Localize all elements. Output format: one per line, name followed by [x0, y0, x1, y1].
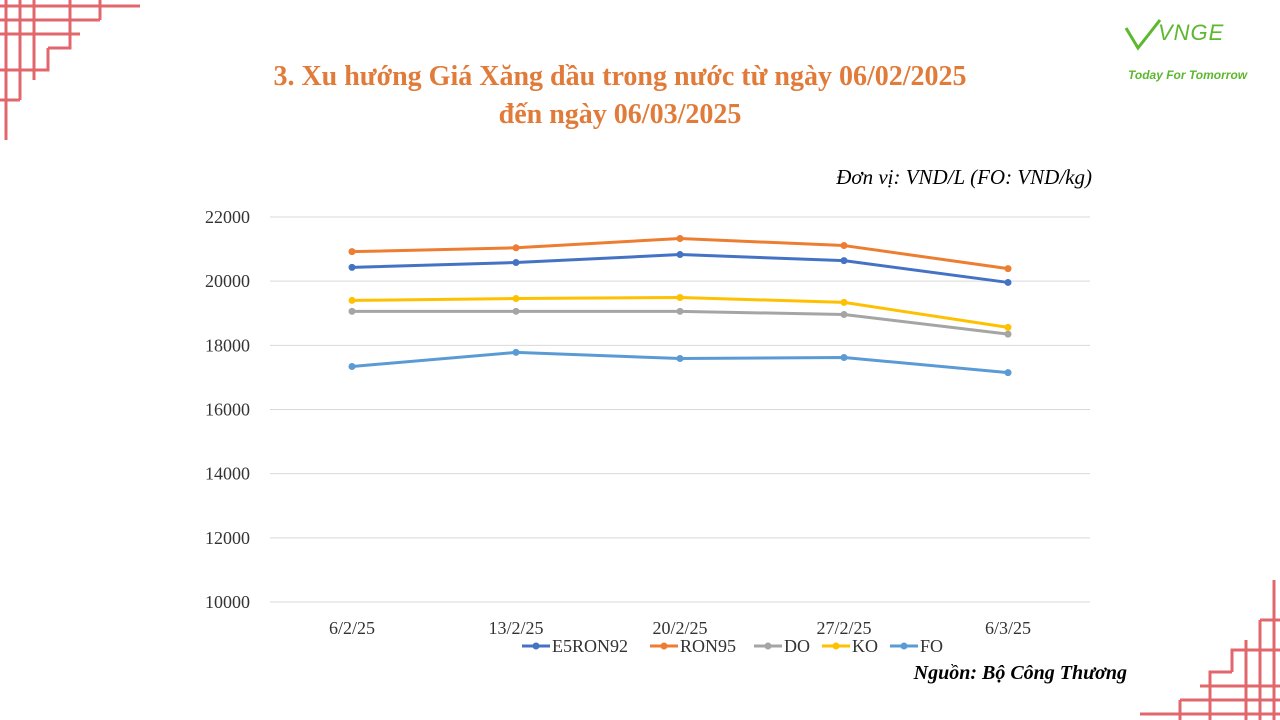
x-tick-label: 20/2/25 [652, 618, 707, 638]
x-axis-tick-labels: 6/2/25 13/2/25 20/2/25 27/2/25 6/3/25 [329, 618, 1031, 638]
corner-ornament-lines [0, 0, 140, 140]
legend-marker [832, 642, 840, 650]
y-tick-label: 16000 [205, 400, 250, 420]
data-point [840, 311, 848, 319]
data-point [840, 354, 848, 362]
title-line-2: đến ngày 06/03/2025 [498, 99, 742, 130]
corner-ornament-lines [1140, 580, 1280, 720]
legend-label: E5RON92 [552, 636, 628, 656]
series-line [351, 253, 1009, 284]
data-point [348, 248, 356, 256]
x-tick-label: 13/2/25 [488, 618, 543, 638]
legend-marker [764, 642, 772, 650]
y-axis-tick-labels: 22000 20000 18000 16000 14000 12000 10000 [205, 207, 250, 612]
source-note: Nguồn: Bộ Công Thương [913, 662, 1127, 684]
data-point [512, 348, 520, 356]
legend-label: DO [784, 636, 810, 656]
data-point [348, 307, 356, 315]
series-fo [348, 348, 1012, 377]
data-point [840, 242, 848, 250]
legend-item-ron95: RON95 [650, 636, 736, 656]
data-point [676, 251, 684, 259]
data-point [676, 294, 684, 302]
x-tick-label: 27/2/25 [816, 618, 871, 638]
data-point [1004, 330, 1012, 338]
x-tick-label: 6/2/25 [329, 618, 375, 638]
legend-item-ko: KO [822, 636, 878, 656]
data-point [512, 294, 520, 302]
data-point [512, 244, 520, 252]
data-point [348, 363, 356, 371]
series-do [348, 307, 1012, 338]
data-point [512, 307, 520, 315]
logo-wordmark: VNGE [1158, 20, 1225, 45]
legend-item-do: DO [754, 636, 810, 656]
data-point [1004, 265, 1012, 273]
chart-gridlines [270, 216, 1090, 603]
data-point [512, 259, 520, 267]
legend-marker [900, 642, 908, 650]
y-tick-label: 10000 [205, 592, 250, 612]
chart-legend: E5RON92 RON95 DO KO FO [522, 636, 943, 656]
data-point [840, 298, 848, 306]
data-point [348, 263, 356, 271]
data-point [840, 257, 848, 265]
title-line-1: 3. Xu hướng Giá Xăng dầu trong nước từ n… [273, 61, 967, 92]
vnge-logo: VNGE Today For Tomorrow [1120, 18, 1270, 88]
logo-tagline: Today For Tomorrow [1128, 68, 1248, 82]
legend-label: KO [852, 636, 878, 656]
series-e5ron92 [348, 251, 1012, 286]
y-tick-label: 20000 [205, 271, 250, 291]
data-point [676, 307, 684, 315]
y-tick-label: 12000 [205, 528, 250, 548]
data-point [1004, 369, 1012, 377]
chart-series [348, 234, 1012, 377]
data-point [1004, 278, 1012, 286]
data-point [676, 234, 684, 242]
corner-ornament-top-left [0, 0, 140, 140]
data-point [676, 354, 684, 362]
series-ron95 [348, 234, 1012, 273]
corner-ornament-bottom-right [1140, 580, 1280, 720]
data-point [1004, 323, 1012, 331]
y-tick-label: 14000 [205, 464, 250, 484]
legend-label: RON95 [680, 636, 736, 656]
y-tick-label: 22000 [205, 207, 250, 227]
leaf-check-icon [1124, 19, 1162, 51]
x-tick-label: 6/3/25 [985, 618, 1031, 638]
legend-marker [660, 642, 668, 650]
legend-marker [532, 642, 540, 650]
data-point [348, 296, 356, 304]
unit-note: Đơn vị: VND/L (FO: VND/kg) [836, 165, 1092, 189]
y-tick-label: 18000 [205, 335, 250, 355]
page-title: 3. Xu hướng Giá Xăng dầu trong nước từ n… [140, 58, 1100, 134]
legend-item-e5ron92: E5RON92 [522, 636, 628, 656]
legend-item-fo: FO [890, 636, 943, 656]
legend-label: FO [920, 636, 943, 656]
series-ko [348, 294, 1012, 331]
